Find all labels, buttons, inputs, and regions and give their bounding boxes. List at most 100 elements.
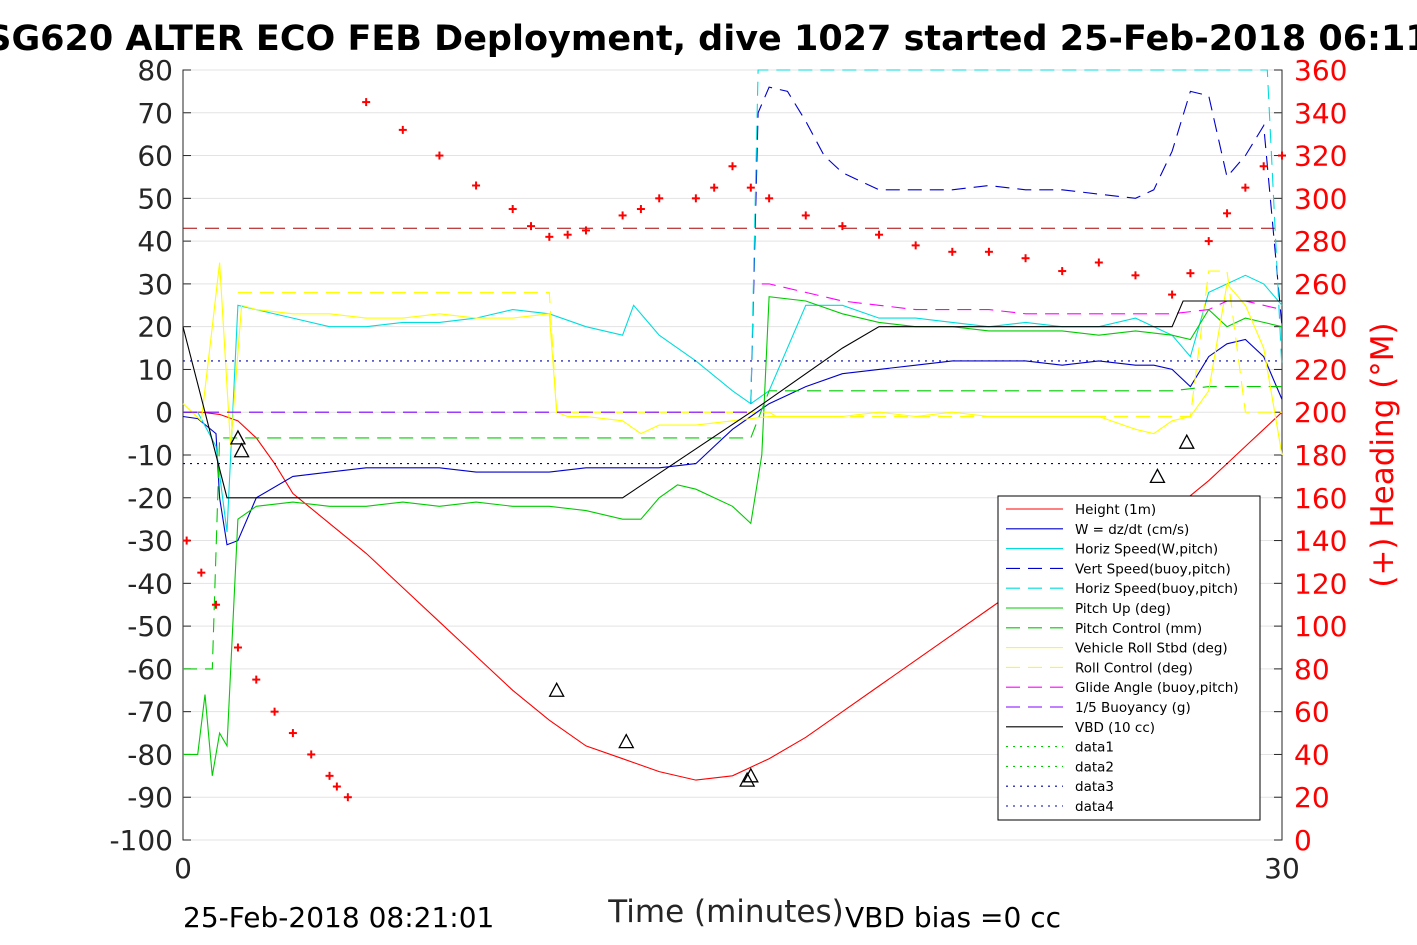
tick-label-left: -70 xyxy=(127,696,173,729)
legend-entry: Horiz Speed(buoy,pitch) xyxy=(1075,581,1238,597)
tick-label-x: 0 xyxy=(174,852,192,885)
heading-point xyxy=(728,162,737,171)
triangle-marker xyxy=(229,429,247,445)
heading-point xyxy=(1223,209,1232,218)
series-line-2 xyxy=(183,274,1283,533)
tick-label-x: 30 xyxy=(1264,852,1300,885)
tick-label-left: -40 xyxy=(127,567,173,600)
heading-point xyxy=(948,247,957,256)
heading-point xyxy=(746,183,755,192)
tick-label-left: 10 xyxy=(137,353,173,386)
heading-point xyxy=(710,183,719,192)
heading-point xyxy=(801,211,810,220)
heading-point xyxy=(1204,237,1213,246)
heading-point xyxy=(233,643,242,652)
legend-entry: Vert Speed(buoy,pitch) xyxy=(1075,561,1231,577)
series-line-7 xyxy=(182,262,1283,456)
tick-label-right: 140 xyxy=(1294,525,1347,558)
heading-point xyxy=(1241,183,1250,192)
legend-entry: W = dz/dt (cm/s) xyxy=(1075,522,1189,538)
tick-label-left: -20 xyxy=(127,482,173,515)
legend-entry: data3 xyxy=(1075,779,1114,795)
tick-label-right: 80 xyxy=(1294,653,1330,686)
tick-label-left: -60 xyxy=(127,653,173,686)
tick-label-right: 100 xyxy=(1294,610,1347,643)
tick-label-right: 180 xyxy=(1294,439,1347,472)
series-line-4 xyxy=(750,69,1283,404)
series-line-6 xyxy=(183,386,1282,670)
tick-label-left: -30 xyxy=(127,525,173,558)
tick-label-left: 70 xyxy=(137,97,173,130)
tick-label-left: 20 xyxy=(137,311,173,344)
heading-point xyxy=(984,247,993,256)
tick-label-right: 360 xyxy=(1294,54,1347,87)
legend-entry: Vehicle Roll Stbd (deg) xyxy=(1075,641,1228,657)
heading-point xyxy=(343,793,352,802)
heading-point xyxy=(508,205,517,214)
heading-point xyxy=(655,194,664,203)
triangle-marker xyxy=(742,767,759,783)
tick-label-left: -80 xyxy=(127,738,173,771)
heading-point xyxy=(875,230,884,239)
right-axis-label: (+) Heading (°M) xyxy=(1365,322,1401,587)
legend-entry: VBD (10 cc) xyxy=(1075,720,1155,736)
heading-point xyxy=(362,98,371,107)
tick-label-left: -100 xyxy=(109,824,173,857)
heading-point xyxy=(618,211,627,220)
legend-entry: data4 xyxy=(1075,799,1114,815)
tick-label-left: 60 xyxy=(137,140,173,173)
heading-point xyxy=(636,205,645,214)
series-line-11 xyxy=(182,300,1282,499)
tick-label-right: 120 xyxy=(1294,567,1347,600)
tick-label-left: 80 xyxy=(137,54,173,87)
tick-label-right: 160 xyxy=(1294,482,1347,515)
triangle-marker xyxy=(1178,433,1195,449)
legend-entry: data1 xyxy=(1075,740,1114,756)
series-line-8 xyxy=(237,270,1282,418)
series-line-3 xyxy=(750,86,1283,404)
heading-point xyxy=(398,125,407,134)
legend-entry: data2 xyxy=(1075,759,1114,775)
heading-point xyxy=(307,750,316,759)
tick-label-right: 280 xyxy=(1294,225,1347,258)
heading-point xyxy=(1058,267,1067,276)
heading-point xyxy=(838,222,847,231)
tick-label-right: 260 xyxy=(1294,268,1347,301)
tick-label-right: 60 xyxy=(1294,696,1330,729)
heading-point xyxy=(563,230,572,239)
legend-entry: Pitch Up (deg) xyxy=(1075,601,1171,617)
tick-label-left: 40 xyxy=(137,225,173,258)
footer-end-time: 25-Feb-2018 08:21:01 xyxy=(183,901,494,934)
chart-title: SG620 ALTER ECO FEB Deployment, dive 102… xyxy=(0,19,1417,59)
heading-point xyxy=(545,232,554,241)
heading-point xyxy=(527,222,536,231)
tick-label-right: 20 xyxy=(1294,781,1330,814)
left-axis-ticks: 80 70 60 50 40 30 20 10 0 -10 -20 -30 -40 -50 -60 -70 -8… xyxy=(109,54,191,857)
x-axis-label: Time (minutes) xyxy=(607,894,843,930)
tick-label-right: 340 xyxy=(1294,97,1347,130)
heading-point xyxy=(911,241,920,250)
heading-point xyxy=(270,707,279,716)
series-line-1 xyxy=(182,338,1283,546)
legend-entry: Roll Control (deg) xyxy=(1075,660,1193,676)
heading-layer xyxy=(182,98,1286,802)
heading-point xyxy=(1259,162,1268,171)
tick-label-left: -90 xyxy=(127,781,173,814)
tick-label-right: 320 xyxy=(1294,140,1347,173)
footer-vbd-bias: VBD bias =0 cc xyxy=(845,901,1061,934)
triangle-marker xyxy=(233,442,250,458)
series-line-5 xyxy=(183,296,1283,776)
heading-point xyxy=(1021,254,1030,263)
tick-label-left: 50 xyxy=(137,182,173,215)
tick-label-right: 0 xyxy=(1294,824,1312,857)
heading-point xyxy=(581,226,590,235)
heading-point xyxy=(472,181,481,190)
tick-label-right: 220 xyxy=(1294,353,1347,386)
tick-label-left: 30 xyxy=(137,268,173,301)
tick-label-right: 200 xyxy=(1294,396,1347,429)
heading-point xyxy=(1168,290,1177,299)
legend-entry: Glide Angle (buoy,pitch) xyxy=(1075,680,1239,696)
heading-point xyxy=(252,675,261,684)
legend: Height (1m) W = dz/dt (cm/s) Horiz Speed(W… xyxy=(997,495,1261,821)
